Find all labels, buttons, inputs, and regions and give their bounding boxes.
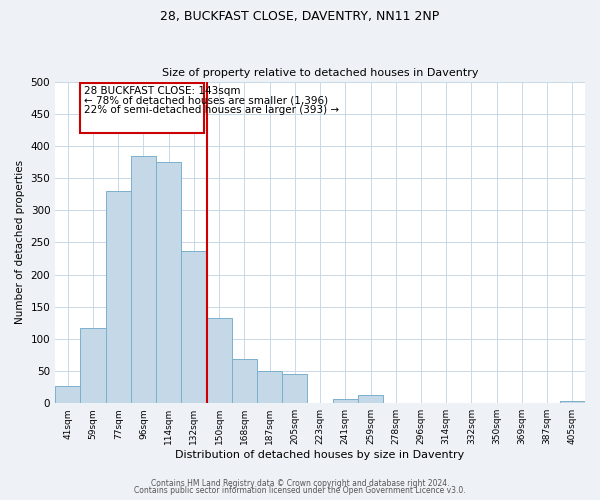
Bar	[80, 328, 106, 403]
Text: ← 78% of detached houses are smaller (1,396): ← 78% of detached houses are smaller (1,…	[84, 96, 328, 106]
X-axis label: Distribution of detached houses by size in Daventry: Distribution of detached houses by size …	[175, 450, 465, 460]
Text: Contains HM Land Registry data © Crown copyright and database right 2024.: Contains HM Land Registry data © Crown c…	[151, 478, 449, 488]
Bar	[131, 156, 156, 403]
Bar	[55, 386, 80, 403]
FancyBboxPatch shape	[80, 83, 204, 133]
Bar	[181, 250, 206, 403]
Title: Size of property relative to detached houses in Daventry: Size of property relative to detached ho…	[162, 68, 478, 78]
Bar	[156, 162, 181, 403]
Bar	[332, 398, 358, 403]
Text: 28, BUCKFAST CLOSE, DAVENTRY, NN11 2NP: 28, BUCKFAST CLOSE, DAVENTRY, NN11 2NP	[160, 10, 440, 23]
Bar	[206, 318, 232, 403]
Text: Contains public sector information licensed under the Open Government Licence v3: Contains public sector information licen…	[134, 486, 466, 495]
Bar	[257, 371, 282, 403]
Text: 22% of semi-detached houses are larger (393) →: 22% of semi-detached houses are larger (…	[84, 106, 340, 116]
Bar	[106, 191, 131, 403]
Y-axis label: Number of detached properties: Number of detached properties	[15, 160, 25, 324]
Bar	[358, 395, 383, 403]
Bar	[282, 374, 307, 403]
Bar	[232, 360, 257, 403]
Text: 28 BUCKFAST CLOSE: 143sqm: 28 BUCKFAST CLOSE: 143sqm	[84, 86, 241, 96]
Bar	[560, 400, 585, 403]
